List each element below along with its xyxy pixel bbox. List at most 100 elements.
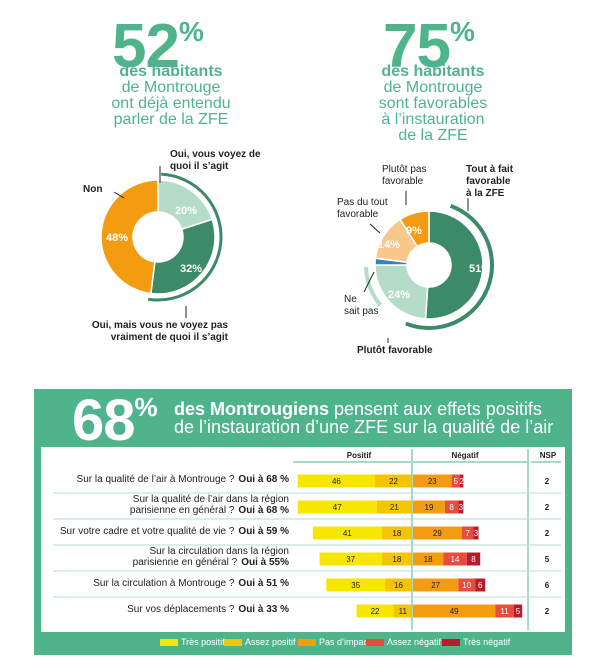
left-big-percent: 52% <box>112 16 204 78</box>
row-question-line: Sur la qualité de l’air à Montrouge ? Oui… <box>76 473 289 485</box>
row-question-4: Sur la circulation à Montrouge ? Oui à 51… <box>93 578 289 589</box>
donut-2-category-label-1: Plutôt favorable <box>357 345 433 356</box>
headline-rest1: pensent aux effets positifs <box>329 399 542 419</box>
bar-row5-0 <box>356 604 394 618</box>
chart-legend: Très positif Assez positif Pas d’impact Ass… <box>34 637 572 649</box>
bar-row1-3 <box>444 500 459 514</box>
donut-1-slice-1 <box>150 218 216 295</box>
right-lead-text: des habitants de Montrouge sont favorabl… <box>348 64 518 144</box>
bar-label-row1-4: 3 <box>459 503 464 512</box>
legend-item-2: Pas d’impact <box>298 637 371 647</box>
bar-row4-3 <box>458 578 476 592</box>
bottom-pct-sign: % <box>134 392 158 422</box>
bar-row4-0 <box>326 578 386 592</box>
right-big-number: 75 <box>383 12 451 81</box>
bar-label-row4-0: 35 <box>351 581 360 590</box>
bar-label-row0-4: 2 <box>459 477 464 486</box>
donut-2-value-label-3: 14% <box>378 239 400 251</box>
bar-row4-1 <box>385 578 412 592</box>
row-question-line: parisienne en général ? Oui à 55% <box>132 557 289 568</box>
row-question-1: Sur la qualité de l’air dans la région pa… <box>130 494 289 516</box>
row-oui-value: Oui à 55% <box>241 557 289 568</box>
row-question-line: Sur la circulation à Montrouge ? Oui à 51… <box>93 577 289 589</box>
donut-1-category-label-0: Oui, vous voyez de quoi il s’agit <box>170 149 261 172</box>
right-lead-line3: sont favorables <box>378 95 488 112</box>
row-question-line: Sur vos déplacements ? Oui à 33 % <box>127 603 289 615</box>
donut-2-category-label-3: Pas du tout favorable <box>337 197 388 220</box>
bar-label-row1-3: 8 <box>449 503 454 512</box>
legend-label: Assez négatif <box>387 637 442 647</box>
donut-charts: 20% 32% 48% Oui, vous voyez de quoi il s’agi… <box>83 149 514 356</box>
bar-row1-1 <box>376 500 412 514</box>
bar-label-row3-3: 14 <box>451 555 460 564</box>
legend-label: Très négatif <box>463 637 511 647</box>
bar-row0-4 <box>460 474 464 488</box>
bar-row3-2 <box>413 552 444 566</box>
bar-label-row5-1: 11 <box>399 607 408 616</box>
left-lead-text: des habitants de Montrouge ont déjà ente… <box>86 64 256 128</box>
donut-2-outer-arc-0 <box>405 203 495 330</box>
bar-row5-4 <box>513 604 523 618</box>
bar-label-row2-4: 3 <box>474 529 479 538</box>
right-pct-sign: % <box>449 16 475 47</box>
row-oui-value: Oui à 59 % <box>238 525 289 537</box>
legend-swatch <box>298 639 316 646</box>
bar-label-row2-3: 7 <box>465 529 470 538</box>
bar-row2-1 <box>381 526 412 540</box>
legend-label: Assez positif <box>245 637 296 647</box>
donut-2-leader-line-3 <box>369 223 381 234</box>
bar-label-row5-3: 11 <box>500 607 509 616</box>
row-question-line: Sur votre cadre et votre qualité de vie … <box>59 525 289 537</box>
donut-2: 51% 24% 14% 9% Tout à fait favorable à la ZFE P… <box>337 164 514 356</box>
bar-row5-2 <box>413 604 496 618</box>
bar-row5-1 <box>393 604 412 618</box>
left-big-number: 52 <box>112 12 180 81</box>
bar-row4-2 <box>413 578 459 592</box>
nsp-value-row2: 2 <box>545 529 550 538</box>
legend-label: Très positif <box>181 637 225 647</box>
bar-label-row3-2: 18 <box>424 555 433 564</box>
donut-1-leader-line-2 <box>113 191 125 199</box>
bar-label-row3-4: 8 <box>471 555 476 564</box>
left-lead-line3: ont déjà entendu <box>111 95 231 112</box>
donut-1-value-label-1: 32% <box>180 263 202 275</box>
headline-line2: de l’instauration d’une ZFE sur la quali… <box>174 417 554 437</box>
bar-row1-0 <box>297 500 377 514</box>
bar-row3-3 <box>443 552 467 566</box>
donut-2-leader-line-2 <box>363 271 375 293</box>
left-lead-line4: parler de la ZFE <box>113 111 229 128</box>
row-question-2: Sur votre cadre et votre qualité de vie … <box>60 526 289 537</box>
nsp-value-row0: 2 <box>545 477 550 486</box>
legend-swatch <box>442 639 460 646</box>
bar-row2-2 <box>413 526 462 540</box>
right-big-percent: 75% <box>383 16 475 78</box>
bar-label-row5-2: 49 <box>450 607 459 616</box>
bar-row0-2 <box>413 474 452 488</box>
bar-label-row2-1: 18 <box>392 529 401 538</box>
bar-label-row4-1: 16 <box>394 581 403 590</box>
column-header-1: Négatif <box>451 451 478 460</box>
bar-label-row1-1: 21 <box>390 503 399 512</box>
bottom-big-number: 68 <box>72 388 136 453</box>
bar-row0-0 <box>297 474 376 488</box>
bar-row1-2 <box>413 500 445 514</box>
bar-row1-4 <box>458 500 464 514</box>
legend-label: Pas d’impact <box>319 637 371 647</box>
column-header-2: NSP <box>540 451 557 460</box>
right-lead-line2: de Montrouge <box>383 79 483 96</box>
bar-row3-1 <box>381 552 412 566</box>
bar-label-row0-2: 23 <box>428 477 437 486</box>
bottom-headline: des Montrougiens pensent aux effets posi… <box>174 400 553 436</box>
row-oui-value: Oui à 68 % <box>238 505 289 516</box>
donut-1-category-label-1: Oui, mais vous ne voyez pas vraiment de q… <box>92 320 229 343</box>
bottom-big-percent: 68% <box>72 392 158 450</box>
right-lead-line1: des habitants <box>381 63 485 80</box>
bar-label-row4-4: 6 <box>478 581 483 590</box>
donut-1-value-label-0: 20% <box>175 205 197 217</box>
nsp-value-row1: 2 <box>545 503 550 512</box>
bar-row0-3 <box>451 474 461 488</box>
right-lead-line4: à l’instauration <box>381 111 485 128</box>
left-lead-line2: de Montrouge <box>121 79 221 96</box>
bar-label-row3-1: 18 <box>392 555 401 564</box>
bar-label-row1-0: 47 <box>333 503 342 512</box>
